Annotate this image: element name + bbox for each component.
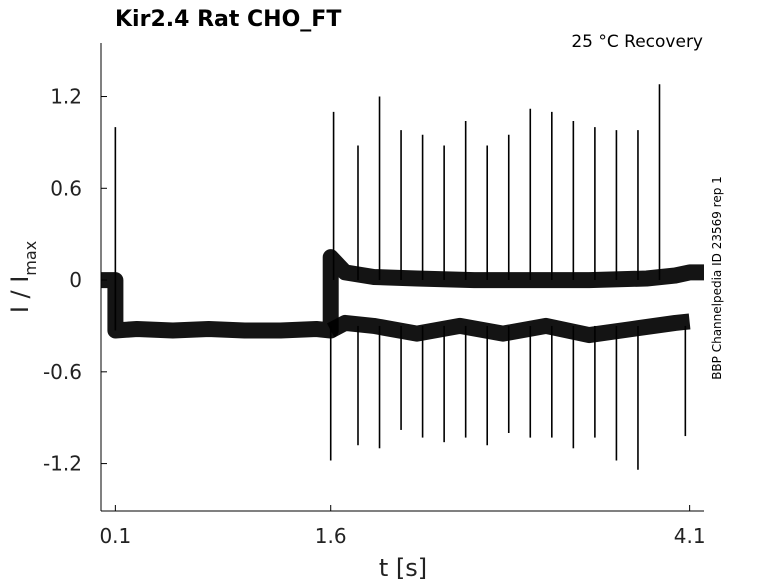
x-tick-label: 1.6 [315,524,347,548]
side-label: BBP Channelpedia ID 23569 rep 1 [710,176,724,380]
series-line [326,313,691,344]
y-tick-label: 0 [69,268,82,292]
y-tick-label: 0.6 [50,176,82,200]
x-axis-label: t [s] [379,554,427,582]
x-tick-label: 4.1 [674,524,706,548]
y-axis-label-main: I / I [6,276,34,314]
y-tick-label: -0.6 [43,360,82,384]
series-line [101,249,704,339]
y-tick-label: -1.2 [43,452,82,476]
y-axis-label: I / Imax [6,241,40,313]
chart-title: Kir2.4 Rat CHO_FT [115,7,341,32]
x-tick-label: 0.1 [99,524,131,548]
plot-area: 1.2 0.6 0 -0.6 -1.2 0.1 1.6 4.1 [43,43,706,548]
condition-label: 25 °C Recovery [571,32,703,52]
y-tick-label: 1.2 [50,85,82,109]
y-axis-label-sub: max [21,241,40,276]
